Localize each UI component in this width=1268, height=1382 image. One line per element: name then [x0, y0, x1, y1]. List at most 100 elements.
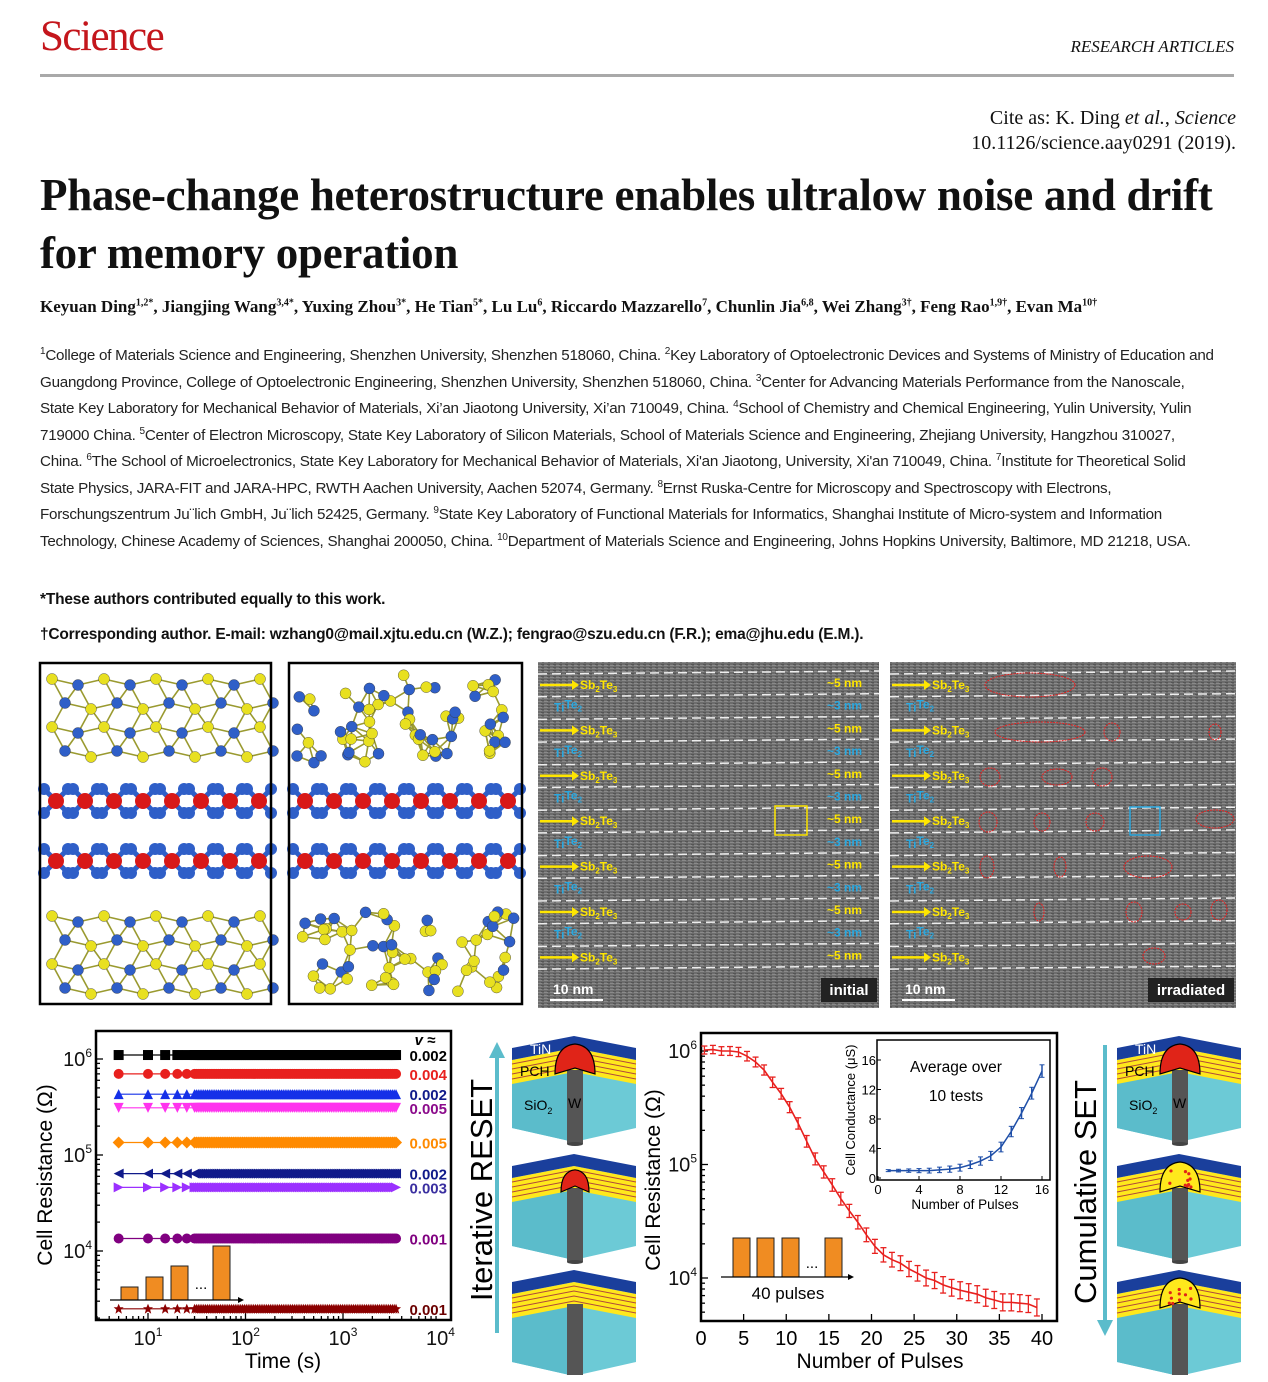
tick-base: 10: [329, 1328, 351, 1350]
author-affiliation-mark: 7: [702, 297, 708, 309]
layer-label-subscript: 3: [965, 912, 970, 921]
atom: [241, 940, 253, 952]
layer-label-subscript: 2: [595, 957, 600, 966]
tick-label: 102: [231, 1325, 260, 1350]
atom: [241, 807, 253, 819]
y-axis-title: Cell Resistance (Ω): [642, 1089, 665, 1270]
atom: [460, 964, 473, 977]
pulse-ellipsis: ...: [806, 1255, 819, 1272]
atom: [98, 721, 110, 733]
atom: [343, 746, 355, 759]
layer-label-subscript: 2: [595, 730, 600, 739]
atom: [85, 751, 97, 763]
tag-background: [821, 978, 877, 1002]
atom: [345, 783, 357, 795]
data-point: [143, 1050, 153, 1061]
tick-exponent: 4: [448, 1325, 455, 1339]
error-bar: [957, 1281, 964, 1300]
crystal-nucleus: [1188, 1286, 1193, 1290]
atom: [326, 793, 342, 809]
affiliation: 9State Key Laboratory of Functional Mate…: [40, 505, 1162, 549]
atom: [241, 867, 253, 879]
defect-outline: [1053, 856, 1067, 878]
device-cell-schematic: [1116, 1270, 1242, 1375]
atom: [154, 867, 166, 879]
layer-label-subscript: 3: [613, 957, 618, 966]
equal-contribution-note: *These authors contributed equally to th…: [40, 591, 386, 608]
atom: [497, 964, 510, 976]
arrow-head-icon: [848, 1274, 854, 1280]
citation-doi[interactable]: 10.1126/science.aay0291 (2019).: [971, 132, 1236, 154]
atom: [59, 745, 71, 757]
pch-sublayer: [511, 1300, 637, 1314]
atom: [372, 747, 385, 760]
error-bar: [923, 1269, 930, 1287]
set-label: Cumulative SET: [1068, 1080, 1103, 1304]
atom: [413, 853, 429, 869]
atom: [267, 745, 279, 757]
data-point: [160, 1102, 171, 1113]
atom: [222, 853, 238, 869]
atom: [387, 978, 400, 991]
atom: [67, 843, 79, 855]
tick-label: 105: [63, 1142, 92, 1167]
pulse-ellipsis: ...: [195, 1276, 208, 1293]
author: Wei Zhang3†,: [821, 297, 921, 316]
layer-label-element: Ti: [554, 746, 564, 760]
atom: [384, 793, 400, 809]
layer-label-subscript: 3: [613, 867, 618, 876]
atom: [254, 721, 266, 733]
tick-label: 35: [988, 1328, 1010, 1350]
atom: [372, 698, 384, 711]
layer-label: Sb2Te3: [580, 860, 618, 876]
affiliation: 4School of Chemistry and Chemical Engine…: [40, 399, 1192, 443]
atom: [212, 843, 224, 855]
atom: [487, 920, 499, 933]
error-bar: [948, 1278, 955, 1297]
atom: [346, 924, 358, 937]
atom: [291, 750, 303, 762]
arrow-head-icon: [924, 861, 931, 872]
plot-frame: [94, 1029, 453, 1322]
layer-label-element: Te: [600, 950, 613, 964]
atom: [111, 697, 123, 709]
layer-label-element: Te: [564, 789, 577, 803]
atom: [488, 910, 501, 923]
layer-label: TiTe2: [906, 879, 935, 896]
sio2-layer-face: [1117, 1188, 1179, 1260]
data-point: [172, 1068, 183, 1079]
affiliation-text: College of Materials Science and Enginee…: [45, 347, 665, 364]
data-point: [391, 1303, 402, 1314]
data-point: [181, 1050, 192, 1061]
atom: [481, 928, 494, 941]
atom: [334, 726, 347, 738]
layer-boundary: [538, 965, 880, 970]
layer-label: Sb2Te3: [932, 950, 970, 966]
tick-base: 10: [63, 1049, 85, 1071]
data-series: [113, 1102, 402, 1113]
layer-label-element: Ti: [906, 792, 916, 806]
atom: [345, 733, 357, 745]
tick-exponent: 5: [85, 1142, 92, 1156]
atom: [212, 867, 224, 879]
error-bar: [778, 1087, 785, 1100]
layer-label-element: Ti: [554, 792, 564, 806]
tick-label: 30: [946, 1328, 968, 1350]
atom: [383, 962, 395, 974]
data-point: [113, 1233, 124, 1244]
layer-label-element: Ti: [906, 837, 916, 851]
drift-coefficient-label: 0.002: [409, 1048, 447, 1065]
atom: [366, 727, 378, 740]
atom: [135, 793, 151, 809]
sio2-layer-face: [512, 1304, 574, 1375]
author: Lu Lu6,: [491, 297, 551, 316]
atom: [48, 793, 64, 809]
citation-etal: et al.: [1124, 107, 1165, 129]
layer-label-subscript: 3: [965, 776, 970, 785]
atom: [46, 721, 58, 733]
arrow-head-icon: [572, 680, 579, 690]
atom: [490, 867, 502, 879]
atom: [469, 690, 481, 702]
atom: [98, 673, 110, 685]
error-bar: [846, 1203, 853, 1219]
